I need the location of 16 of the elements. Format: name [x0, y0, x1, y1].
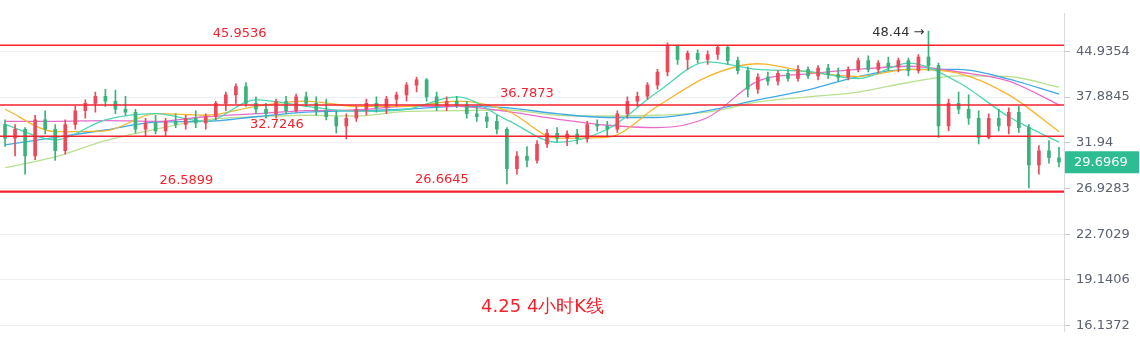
- y-tick-label: 44.9354: [1076, 42, 1130, 58]
- annotation: 4.25 4小时K线: [481, 294, 605, 316]
- ref-line-label: 36.7873: [500, 84, 554, 100]
- y-tick-label: 26.9283: [1076, 179, 1130, 195]
- text: 29.6969: [1074, 153, 1128, 169]
- y-tick-label: 16.1372: [1076, 317, 1130, 333]
- ref-line-label: 32.7246: [250, 116, 304, 132]
- y-tick-label: 37.8845: [1076, 88, 1130, 104]
- y-tick-label: 19.1406: [1076, 271, 1130, 287]
- y-tick-label: 31.94: [1076, 134, 1114, 150]
- ref-line-label: 26.6645: [414, 171, 469, 187]
- y-tick-label: 22.7029: [1076, 225, 1130, 241]
- ref-line-label: 26.5899: [159, 171, 214, 187]
- line-series: [4, 75, 1060, 169]
- annotation: 48.44 →: [872, 23, 925, 39]
- ref-line-label: 45.9536: [212, 25, 267, 41]
